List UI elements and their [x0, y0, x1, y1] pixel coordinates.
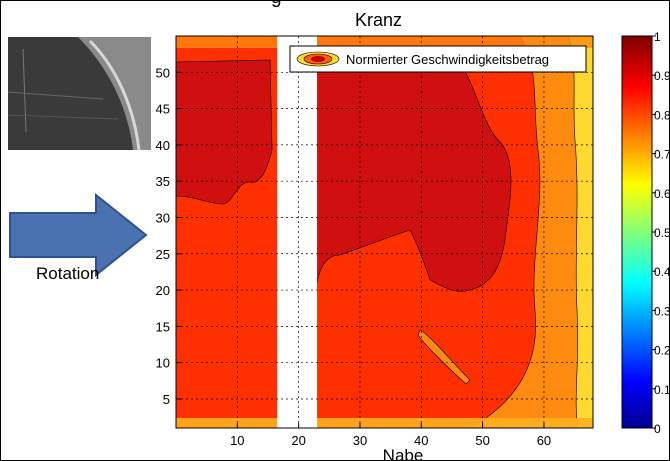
contour-fill-bottom-strip	[176, 418, 593, 428]
x-tick-label: 40	[414, 433, 428, 448]
x-tick-label: 20	[291, 433, 305, 448]
chart-title: Kranz	[355, 10, 403, 30]
plot-frame	[175, 35, 594, 429]
colorbar-tick-label: 0.5	[654, 226, 670, 240]
y-tick-label: 25	[156, 247, 170, 262]
colorbar-tick-label: 1	[654, 30, 661, 44]
contour-streak	[417, 329, 471, 385]
colorbar-tick-label: 0.7	[654, 148, 670, 162]
rotation-arrow-icon	[9, 193, 148, 277]
colorbar-tick-label: 0.8	[654, 108, 670, 122]
x-tick-label: 50	[475, 433, 489, 448]
y-tick-label: 40	[156, 138, 170, 153]
x-tick-label: 10	[230, 433, 244, 448]
x-axis-label: Nabe	[383, 446, 424, 461]
colorbar-tick-label: 0	[654, 422, 661, 436]
y-tick-label: 45	[156, 102, 170, 117]
y-tick-label: 50	[156, 65, 170, 80]
colorbar-tick-label: 0.1	[654, 383, 670, 397]
x-tick-label: 60	[537, 433, 551, 448]
y-tick-label: 5	[163, 392, 170, 407]
colorbar-tick-label: 0.3	[654, 304, 670, 318]
y-tick-label: 15	[156, 319, 170, 334]
y-tick-label: 30	[156, 210, 170, 225]
flow-image-thumbnail	[8, 37, 151, 150]
colorbar-tick-label: 0.4	[654, 265, 670, 279]
contour-fill-outer-band	[469, 36, 579, 428]
y-tick-label: 20	[156, 283, 170, 298]
figure-top-title: g	[271, 0, 282, 9]
colorbar-tick-label: 0.6	[654, 187, 670, 201]
colorbar-tick-label: 0.2	[654, 344, 670, 358]
rotation-label: Rotation	[36, 264, 100, 283]
contour-fill-right-core	[315, 59, 512, 292]
x-tick-label: 30	[353, 433, 367, 448]
y-tick-label: 35	[156, 174, 170, 189]
colorbar-tick-label: 0.9	[654, 69, 670, 83]
legend-entry: Normierter Geschwindigkeitsbetrag	[346, 52, 549, 67]
y-tick-label: 10	[156, 356, 170, 371]
masked-gap	[277, 36, 318, 428]
legend-box: Normierter Geschwindigkeitsbetrag	[289, 45, 587, 73]
contour-fill-left-core	[176, 59, 273, 205]
colorbar	[621, 35, 653, 429]
